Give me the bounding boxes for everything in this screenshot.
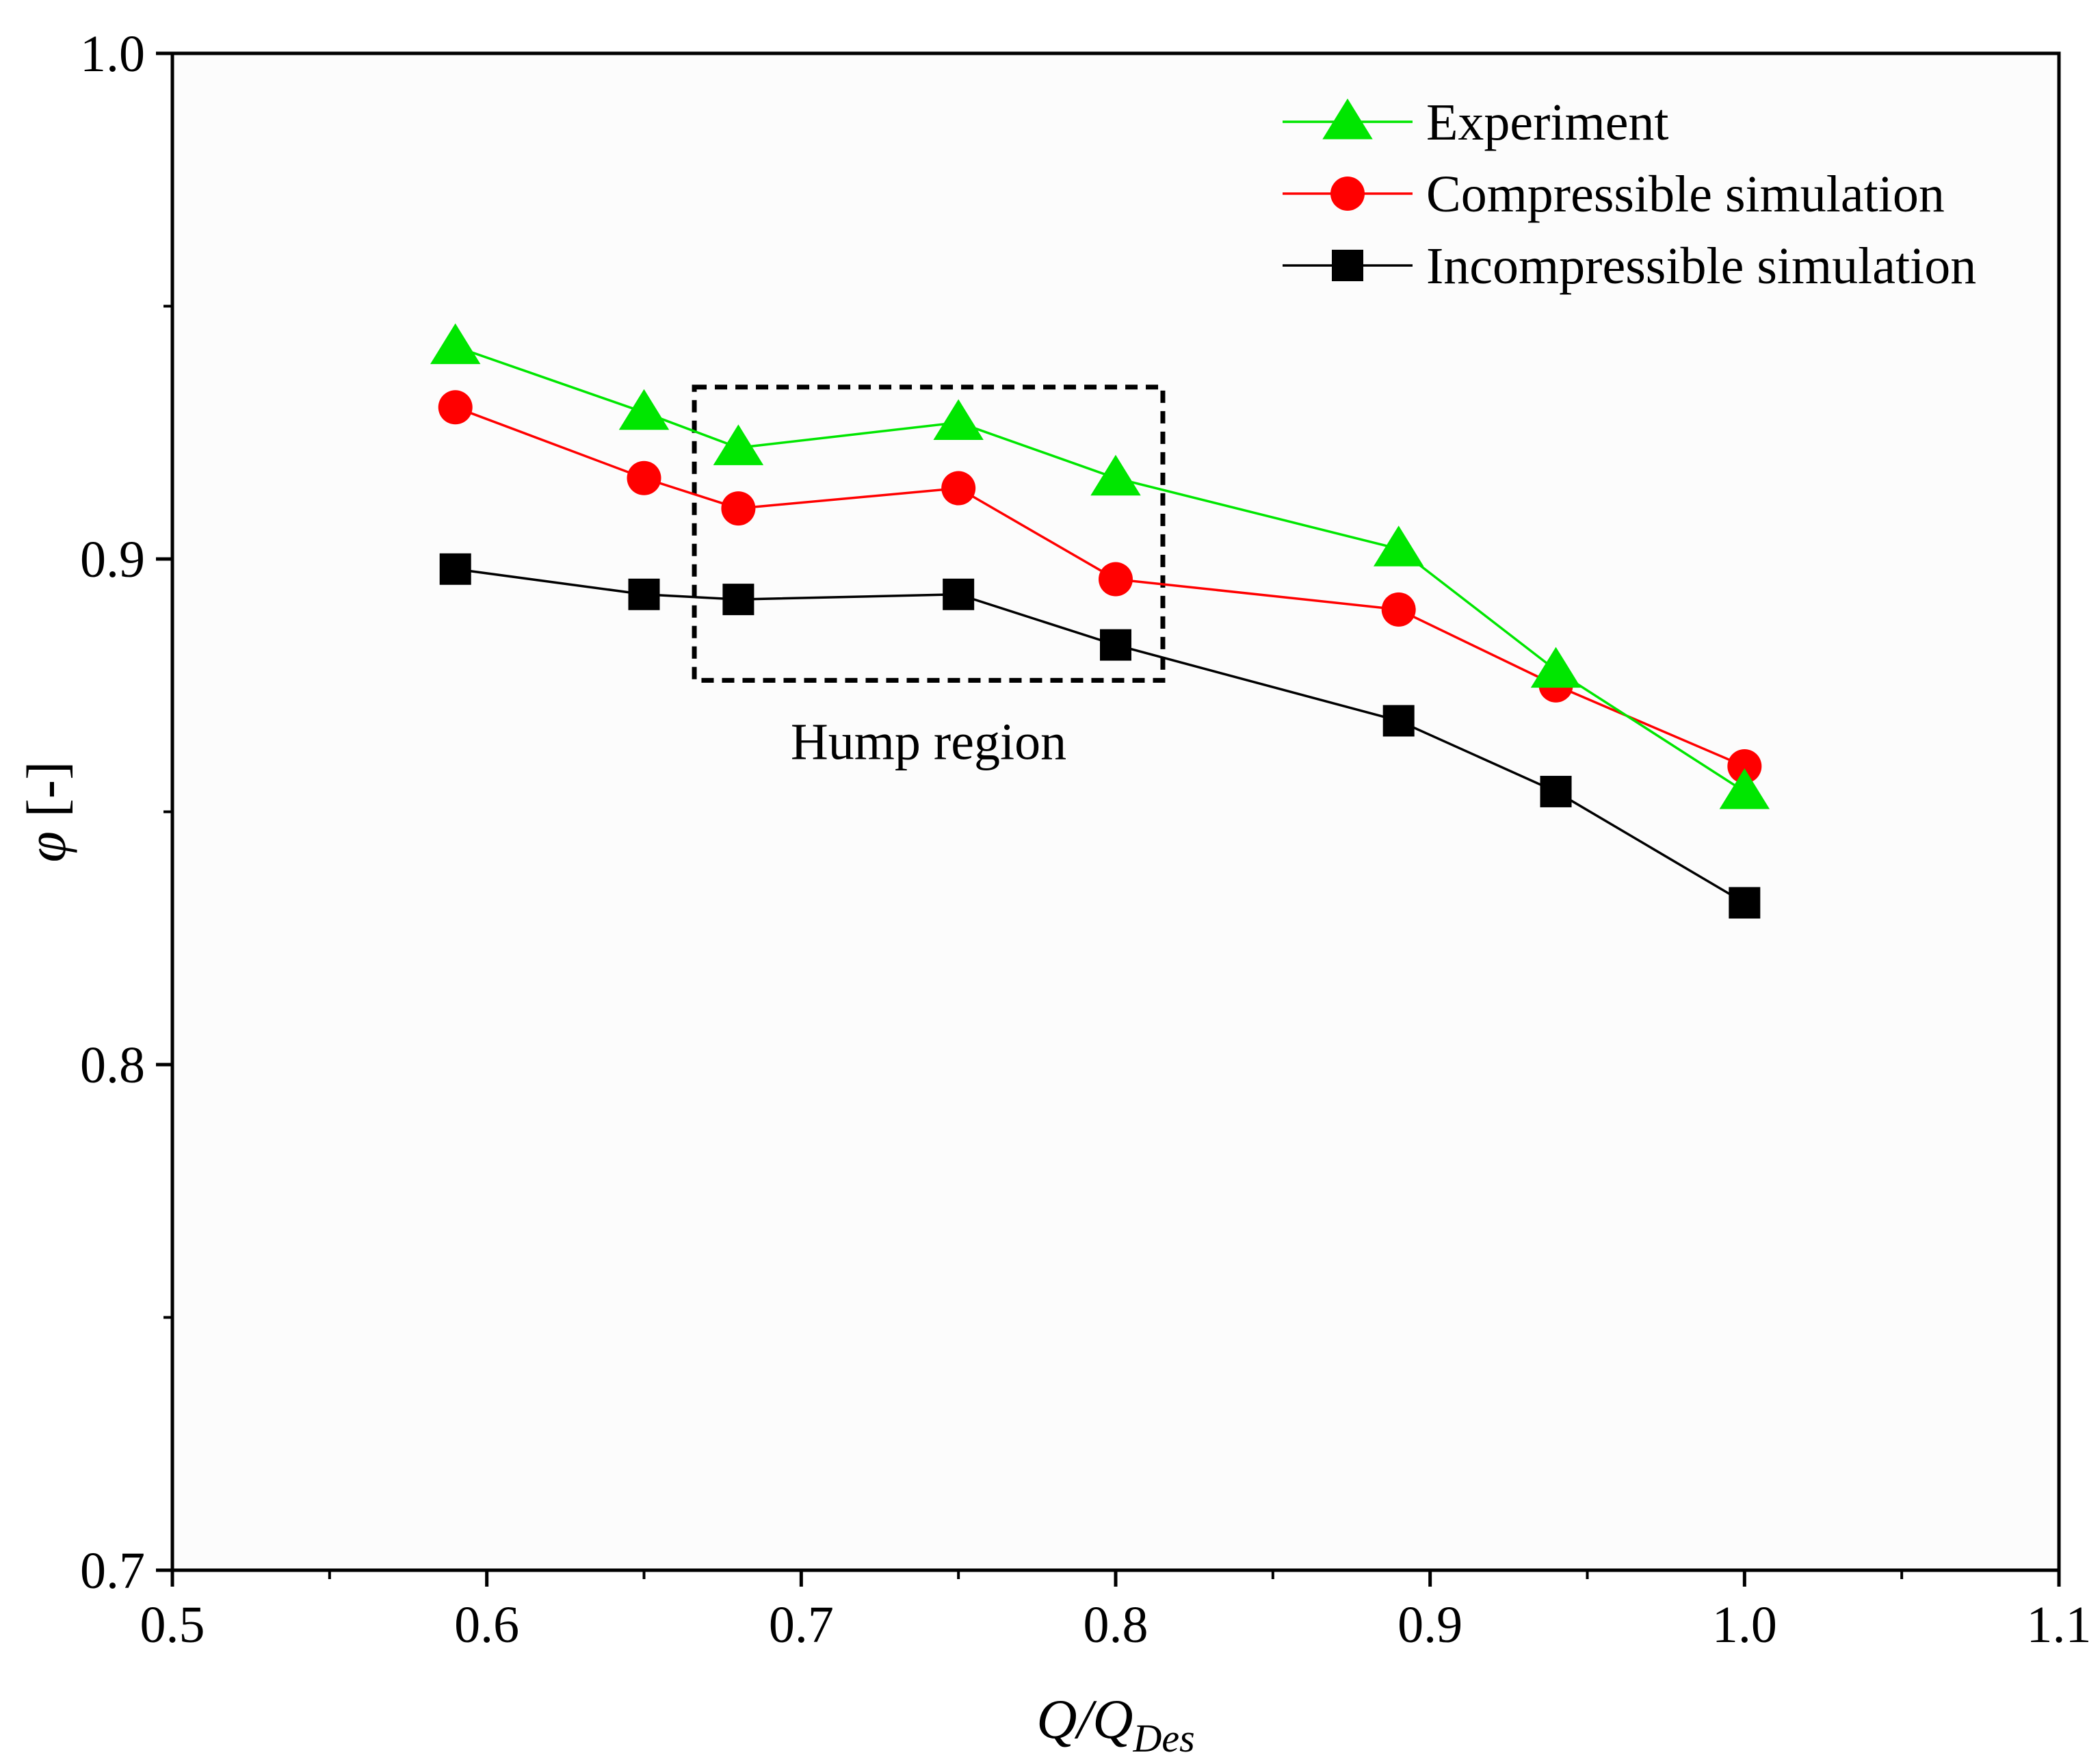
y-axis-title: φ [-]	[15, 762, 77, 863]
plot-area	[172, 53, 2059, 1570]
data-point	[1090, 454, 1141, 496]
data-point	[439, 553, 471, 585]
legend-item: Experiment	[1283, 94, 1669, 151]
data-point	[721, 491, 756, 526]
data-point	[722, 584, 754, 616]
data-point	[627, 460, 661, 495]
hump-region-box	[692, 385, 1166, 683]
data-point	[1382, 705, 1415, 737]
series-incompressible-simulation	[439, 553, 1761, 919]
data-point	[1373, 525, 1424, 567]
data-point	[438, 390, 473, 425]
plot-background	[172, 53, 2059, 1570]
data-point	[1099, 562, 1133, 597]
data-point	[1530, 647, 1581, 688]
x-tick-label: 0.5	[140, 1596, 205, 1654]
x-axis-title: Q/QDes	[1036, 1688, 1194, 1757]
data-point	[1100, 629, 1131, 661]
legend: Experiment Compressible simulation Incompr…	[1283, 94, 1976, 295]
legend-marker	[1330, 177, 1365, 211]
annotations: Hump region	[692, 385, 1166, 770]
data-point	[618, 389, 670, 430]
legend-item: Compressible simulation	[1283, 166, 1945, 223]
data-point	[430, 323, 481, 365]
x-tick-label: 0.8	[1084, 1596, 1149, 1654]
y-tick-label: 0.7	[80, 1542, 145, 1600]
legend-marker	[1322, 99, 1373, 140]
legend-label: Incompressible simulation	[1426, 237, 1976, 295]
data-point	[713, 424, 764, 465]
axes: 0.5 0.6 0.7 0.8 0.9 1.0 1.1 0.7 0.8 0.9 1.0 Q/QDes φ…	[15, 25, 2092, 1757]
legend-label: Compressible simulation	[1426, 166, 1945, 223]
legend-label: Experiment	[1426, 94, 1669, 151]
data-point	[943, 578, 975, 610]
series-compressible-simulation	[438, 390, 1762, 783]
x-tick-label: 1.1	[2027, 1596, 2092, 1654]
x-tick-label: 0.6	[454, 1596, 519, 1654]
x-tick-label: 0.7	[769, 1596, 834, 1654]
data-point	[628, 578, 660, 610]
data-point	[941, 471, 976, 506]
x-tick-label: 1.0	[1712, 1596, 1777, 1654]
data-point	[1540, 775, 1572, 807]
legend-marker	[1332, 250, 1363, 281]
y-tick-label: 0.8	[80, 1037, 145, 1094]
y-tick-label: 1.0	[80, 25, 145, 83]
legend-item: Incompressible simulation	[1283, 237, 1976, 295]
hump-region-label: Hump region	[791, 713, 1066, 770]
data-point	[1729, 887, 1761, 919]
y-tick-label: 0.9	[80, 531, 145, 588]
series-layer	[430, 323, 1770, 919]
x-tick-label: 0.9	[1397, 1596, 1462, 1654]
data-point	[1381, 592, 1416, 627]
series-experiment	[430, 323, 1770, 809]
data-point	[933, 399, 984, 440]
data-point	[1719, 768, 1770, 809]
data-point	[1727, 749, 1762, 783]
